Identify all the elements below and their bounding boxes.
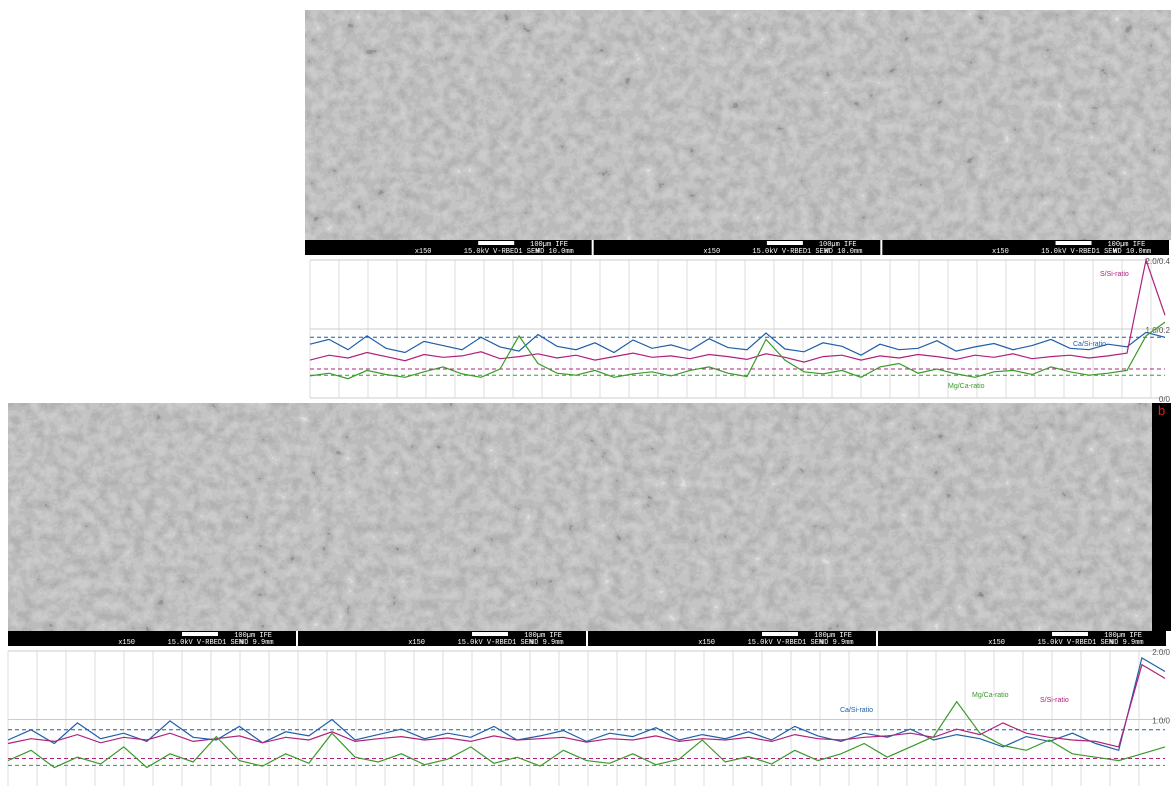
scale-text: 100µm IFE: [530, 241, 568, 249]
working-distance: WD 9.9mm: [820, 639, 854, 647]
beam-info: 15.0kV V-RBED1 SEM: [458, 639, 534, 647]
panel-label: b: [1158, 403, 1165, 418]
sem-image: [8, 403, 1171, 631]
working-distance: WD 10.0mm: [536, 248, 574, 256]
beam-info: 15.0kV V-RBED1 SEM: [168, 639, 244, 647]
info-bar: [878, 631, 1166, 646]
beam-info: 15.0kV V-RBED1 SEM: [752, 248, 828, 256]
series-label: S/Si-ratio: [1040, 697, 1069, 704]
scale-text: 100µm IFE: [814, 632, 852, 640]
sample-edge: [1152, 403, 1171, 631]
beam-info: 15.0kV V-RBED1 SEM: [1038, 639, 1114, 647]
series-label: Ca/Si-ratio: [1073, 341, 1106, 348]
y-tick-label: 0/0: [1159, 395, 1171, 404]
working-distance: WD 9.9mm: [1110, 639, 1144, 647]
working-distance: WD 9.9mm: [240, 639, 274, 647]
magnification: x150: [698, 639, 715, 647]
scale-text: 100µm IFE: [1107, 241, 1145, 249]
info-bar: [593, 240, 881, 255]
working-distance: WD 9.9mm: [530, 639, 564, 647]
magnification: x150: [118, 639, 135, 647]
info-bar: [305, 240, 592, 255]
series-line: [7, 663, 1166, 748]
magnification: x150: [992, 248, 1009, 256]
scale-bar: [472, 632, 508, 636]
series-line: [309, 321, 1166, 380]
beam-info: 15.0kV V-RBED1 SEM: [1041, 248, 1117, 256]
series-line: [7, 700, 1166, 769]
sem-image: [305, 10, 1171, 240]
y-tick-label: 2.0/0: [1152, 648, 1170, 657]
y-tick-label: 1.0/0.2: [1146, 326, 1171, 335]
y-tick-label: 2.0/0.4: [1146, 257, 1171, 266]
info-bar: [298, 631, 586, 646]
scale-bar: [478, 241, 515, 245]
scale-bar: [766, 241, 803, 245]
info-bar: [8, 631, 296, 646]
working-distance: WD 10.0mm: [1113, 248, 1151, 256]
series-line: [309, 331, 1166, 356]
series-line: [309, 257, 1166, 363]
scale-text: 100µm IFE: [1104, 632, 1142, 640]
magnification: x150: [988, 639, 1005, 647]
magnification: x150: [408, 639, 425, 647]
y-tick-label: 1.0/0: [1152, 717, 1170, 726]
scale-text: 100µm IFE: [524, 632, 562, 640]
scale-bar: [1052, 632, 1088, 636]
info-bar: [882, 240, 1169, 255]
beam-info: 15.0kV V-RBED1 SEM: [464, 248, 540, 256]
magnification: x150: [703, 248, 720, 256]
scale-text: 100µm IFE: [819, 241, 857, 249]
scale-bar: [1055, 241, 1092, 245]
scale-bar: [762, 632, 798, 636]
scale-bar: [182, 632, 218, 636]
series-line: [7, 656, 1166, 752]
series-label: S/Si-ratio: [1100, 271, 1129, 278]
info-bar: [588, 631, 876, 646]
scale-text: 100µm IFE: [234, 632, 272, 640]
series-label: Ca/Si-ratio: [840, 707, 873, 714]
series-label: Mg/Ca-ratio: [948, 383, 985, 390]
series-label: Mg/Ca-ratio: [972, 692, 1009, 699]
beam-info: 15.0kV V-RBED1 SEM: [748, 639, 824, 647]
working-distance: WD 10.0mm: [825, 248, 863, 256]
magnification: x150: [415, 248, 432, 256]
